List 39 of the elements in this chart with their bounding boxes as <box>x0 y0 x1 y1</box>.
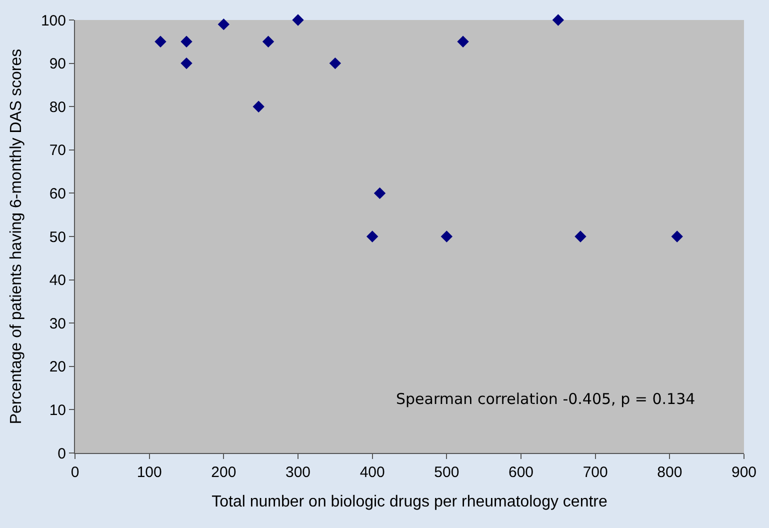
y-tick-label: 60 <box>49 185 66 202</box>
y-tick-label: 70 <box>49 142 66 160</box>
point <box>574 230 586 242</box>
x-tick-label: 600 <box>508 464 534 481</box>
y-tick-label: 100 <box>40 12 66 30</box>
point <box>262 36 274 48</box>
y-tick-label: 50 <box>49 228 66 246</box>
y-tick-label: 30 <box>49 315 66 332</box>
y-tick-label: 20 <box>49 358 66 376</box>
y-tick-label: 40 <box>49 272 66 290</box>
point <box>154 36 166 48</box>
x-tick-label: 200 <box>211 464 236 481</box>
point <box>329 57 342 70</box>
y-axis-title: Percentage of patients having 6-monthly DAS scores <box>8 48 25 424</box>
point <box>180 57 192 70</box>
point <box>252 100 264 112</box>
x-tick-label: 900 <box>731 464 757 481</box>
y-tick-label: 90 <box>49 56 66 73</box>
x-tick-label: 300 <box>285 464 311 481</box>
point <box>671 230 683 242</box>
y-tick-label: 10 <box>49 402 66 419</box>
x-tick-label: 700 <box>582 464 608 481</box>
point <box>366 230 378 242</box>
point <box>218 18 230 30</box>
point <box>180 36 192 48</box>
point <box>552 14 564 26</box>
point <box>440 230 453 242</box>
point <box>457 36 469 48</box>
x-tick-label: 500 <box>434 464 460 481</box>
x-tick-label: 400 <box>360 464 385 481</box>
x-axis-title: Total number on biologic drugs per rheumatology centre <box>212 494 608 511</box>
x-tick-label: 100 <box>136 464 162 481</box>
annotation: Spearman correlation -0.405, p = 0.134 <box>396 390 696 408</box>
y-tick-label: 0 <box>58 445 66 462</box>
point <box>292 14 304 26</box>
y-tick-label: 80 <box>49 98 66 116</box>
x-tick-label: 0 <box>70 464 80 481</box>
point <box>374 187 386 200</box>
x-tick-label: 800 <box>657 464 682 481</box>
